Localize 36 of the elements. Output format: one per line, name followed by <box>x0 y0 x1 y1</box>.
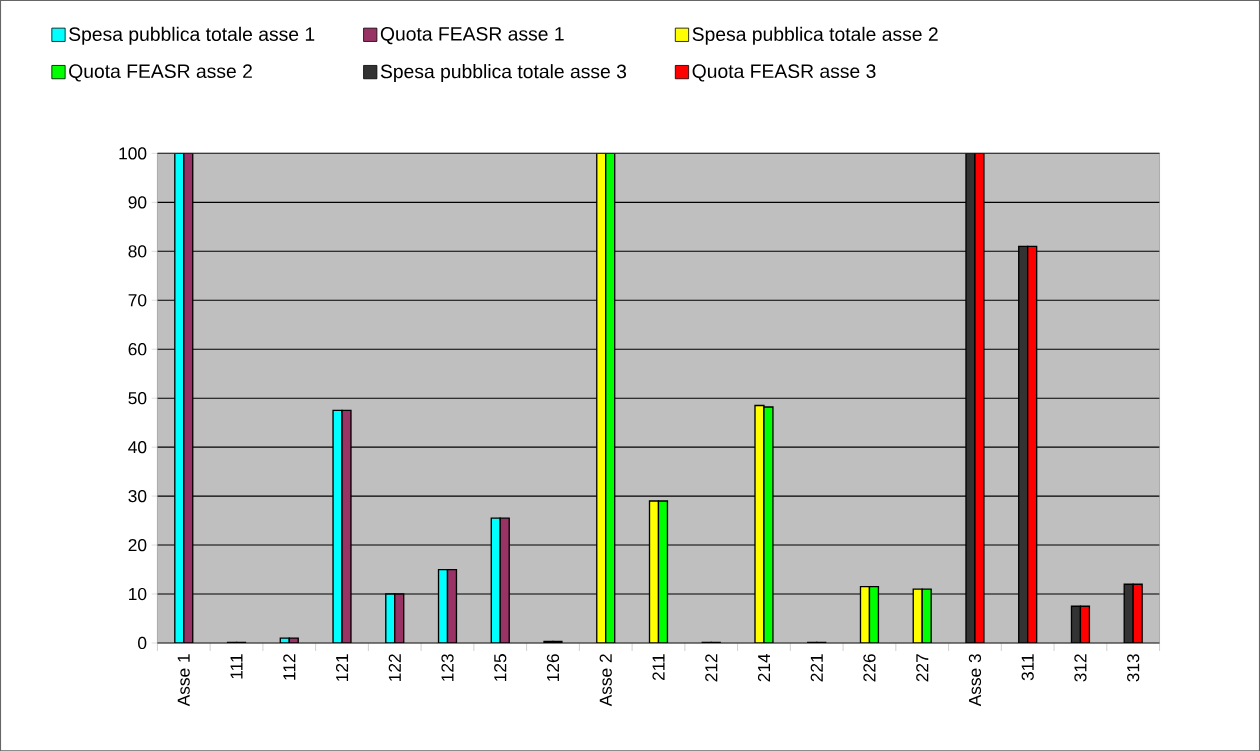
x-tick-label: 221 <box>810 654 823 682</box>
y-tick-label: 70 <box>128 293 147 307</box>
y-tick-label: 20 <box>128 538 147 551</box>
legend-label: Spesa pubblica totale asse 2 <box>692 26 938 45</box>
legend-label: Quota FEASR asse 3 <box>692 64 876 82</box>
y-tick-label: 40 <box>128 440 147 454</box>
legend-label: Spesa pubblica totale asse 3 <box>380 63 627 82</box>
x-tick-label: 122 <box>388 654 401 681</box>
x-tick-label: 312 <box>1074 654 1087 682</box>
y-tick-label: 10 <box>129 587 147 600</box>
x-tick-label: 211 <box>652 654 665 680</box>
x-tick-label: 111 <box>230 654 243 679</box>
legend-label: Quota FEASR asse 1 <box>380 26 564 44</box>
x-tick-label: 126 <box>546 653 560 681</box>
legend-label: Spesa pubblica totale asse 1 <box>69 26 315 45</box>
y-tick-label: 100 <box>119 147 147 160</box>
y-tick-label: 90 <box>128 196 147 209</box>
x-tick-label: Asse 3 <box>968 653 982 707</box>
x-tick-label: 212 <box>705 654 718 682</box>
x-tick-label: Asse 2 <box>599 654 612 707</box>
x-tick-label: 311 <box>1021 654 1034 681</box>
x-tick-label: 112 <box>283 654 296 680</box>
x-tick-label: 125 <box>494 653 507 681</box>
y-tick-label: 80 <box>128 244 147 258</box>
x-tick-label: 226 <box>863 653 876 682</box>
x-tick-label: 227 <box>916 654 929 682</box>
y-tick-label: 0 <box>138 636 147 649</box>
x-tick-label: 313 <box>1127 653 1140 682</box>
y-tick-label: 30 <box>128 489 147 503</box>
x-tick-label: 123 <box>441 653 454 681</box>
x-tick-label: 121 <box>335 654 349 681</box>
x-tick-label: 214 <box>757 653 771 682</box>
legend-label: Quota FEASR asse 2 <box>69 64 252 82</box>
y-tick-label: 50 <box>128 391 147 405</box>
y-tick-label: 60 <box>128 342 147 356</box>
x-tick-label: Asse 1 <box>177 654 190 707</box>
